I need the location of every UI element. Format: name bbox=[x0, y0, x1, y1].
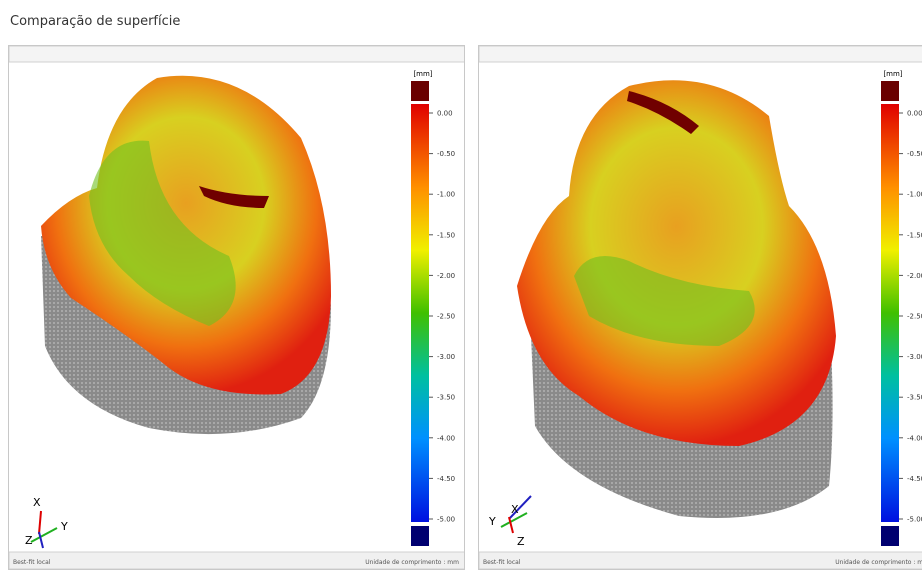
viewport: [mm] 0.00 -0.50 -1.00 -1.50 -2.00 -2.50 -3.00 -3… bbox=[479, 46, 922, 569]
axis-line bbox=[509, 517, 513, 533]
scale-label: -3.50 bbox=[437, 394, 455, 402]
scale-label: -4.00 bbox=[907, 434, 922, 442]
toolbar bbox=[9, 46, 465, 62]
status-right: Unidade de comprimento : mm bbox=[365, 559, 459, 566]
scale-label: -2.00 bbox=[437, 272, 455, 280]
axis-label: Y bbox=[488, 515, 496, 528]
axis-line bbox=[31, 528, 57, 542]
scale-unit: [mm] bbox=[413, 70, 432, 78]
view-panel: [mm] 0.00 -0.50 -1.00 -1.50 -2.00 -2.50 -3.00 -3… bbox=[478, 45, 922, 570]
scale-label: -2.50 bbox=[907, 313, 922, 321]
axis-label: X bbox=[511, 503, 519, 516]
scale-cap bbox=[411, 81, 429, 101]
scale-cap bbox=[411, 526, 429, 546]
scale-label: 0.00 bbox=[907, 110, 922, 118]
scale-label: -5.00 bbox=[907, 516, 922, 524]
scale-label: -4.00 bbox=[437, 434, 455, 442]
axis-line bbox=[39, 532, 43, 548]
scale-label: -4.50 bbox=[907, 475, 922, 483]
viewport: [mm] 0.00 -0.50 -1.00 -1.50 -2.00 -2.50 -3.00 -3… bbox=[9, 46, 465, 569]
axis-label: Z bbox=[25, 534, 33, 547]
scale-label: -1.50 bbox=[907, 231, 922, 239]
scale-label: -0.50 bbox=[907, 150, 922, 158]
axis-line bbox=[39, 511, 41, 534]
scale-label: -4.50 bbox=[437, 475, 455, 483]
status-right: Unidade de comprimento : mm bbox=[835, 559, 922, 566]
scale-label: -5.00 bbox=[437, 516, 455, 524]
scale-unit: [mm] bbox=[883, 70, 902, 78]
axis-label: Z bbox=[517, 535, 525, 548]
scale-label: -3.50 bbox=[907, 394, 922, 402]
scale-cap bbox=[881, 81, 899, 101]
scale-cap bbox=[881, 526, 899, 546]
scale-bar bbox=[881, 104, 899, 522]
toolbar bbox=[479, 46, 922, 62]
scale-label: -1.00 bbox=[907, 191, 922, 199]
page: Comparação de superfície [mm] 0.00 -0.50 -1… bbox=[0, 0, 922, 580]
scale-bar bbox=[411, 104, 429, 522]
scale-label: 0.00 bbox=[437, 110, 453, 118]
page-title: Comparação de superfície bbox=[10, 14, 180, 29]
view-panel: [mm] 0.00 -0.50 -1.00 -1.50 -2.00 -2.50 -3.00 -3… bbox=[8, 45, 465, 570]
axis-label: X bbox=[33, 496, 41, 509]
axis-label: Y bbox=[60, 520, 68, 533]
status-left: Best-fit local bbox=[13, 559, 51, 566]
scale-label: -1.50 bbox=[437, 231, 455, 239]
scale-label: -0.50 bbox=[437, 150, 455, 158]
scale-label: -2.50 bbox=[437, 313, 455, 321]
scale-label: -2.00 bbox=[907, 272, 922, 280]
status-left: Best-fit local bbox=[483, 559, 521, 566]
scale-label: -3.00 bbox=[907, 353, 922, 361]
scale-label: -1.00 bbox=[437, 191, 455, 199]
scale-label: -3.00 bbox=[437, 353, 455, 361]
